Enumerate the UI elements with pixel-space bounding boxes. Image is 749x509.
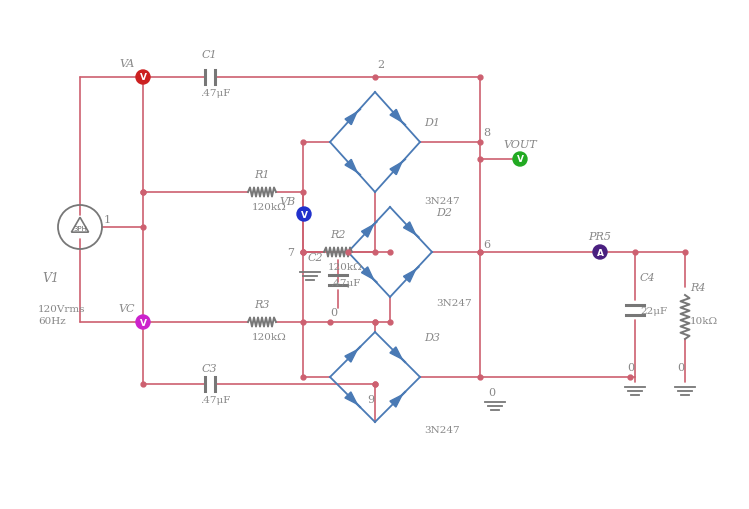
Text: R4: R4 bbox=[690, 282, 706, 293]
Text: R3: R3 bbox=[254, 299, 270, 309]
Text: 9: 9 bbox=[367, 394, 374, 404]
Polygon shape bbox=[345, 392, 357, 404]
Text: VC: VC bbox=[119, 303, 136, 314]
Text: PR5: PR5 bbox=[589, 232, 611, 242]
Text: 120kΩ: 120kΩ bbox=[252, 332, 287, 341]
Text: 22μF: 22μF bbox=[640, 306, 667, 315]
Polygon shape bbox=[390, 347, 402, 359]
Text: .47μF: .47μF bbox=[200, 395, 231, 405]
Circle shape bbox=[513, 153, 527, 166]
Text: 3N247: 3N247 bbox=[424, 426, 460, 435]
Polygon shape bbox=[404, 222, 416, 235]
Text: 1: 1 bbox=[104, 215, 111, 224]
Text: 8: 8 bbox=[483, 128, 490, 138]
Text: 0: 0 bbox=[330, 307, 337, 318]
Text: 3N247: 3N247 bbox=[436, 298, 472, 307]
Text: R2: R2 bbox=[330, 230, 345, 240]
Polygon shape bbox=[390, 395, 402, 407]
Text: R1: R1 bbox=[254, 169, 270, 180]
Text: V: V bbox=[517, 155, 524, 164]
Text: C3: C3 bbox=[202, 363, 218, 373]
Text: .47μF: .47μF bbox=[330, 278, 360, 287]
Circle shape bbox=[593, 245, 607, 260]
Polygon shape bbox=[345, 160, 357, 173]
Polygon shape bbox=[404, 270, 416, 282]
Text: VOUT: VOUT bbox=[503, 140, 537, 150]
Polygon shape bbox=[345, 113, 357, 125]
Text: 2: 2 bbox=[377, 60, 384, 70]
Polygon shape bbox=[390, 110, 402, 123]
Text: 7: 7 bbox=[287, 247, 294, 258]
Circle shape bbox=[136, 71, 150, 85]
Text: 120Vrms: 120Vrms bbox=[38, 305, 85, 314]
Text: V: V bbox=[139, 73, 147, 82]
Text: 120kΩ: 120kΩ bbox=[328, 262, 363, 271]
Text: D2: D2 bbox=[436, 208, 452, 217]
Text: V: V bbox=[139, 318, 147, 327]
Text: VA: VA bbox=[119, 59, 135, 69]
Text: 120kΩ: 120kΩ bbox=[252, 202, 287, 211]
Text: .47μF: .47μF bbox=[200, 89, 231, 98]
Polygon shape bbox=[362, 225, 374, 238]
Text: V1: V1 bbox=[42, 271, 59, 284]
Polygon shape bbox=[390, 163, 402, 175]
Text: C2: C2 bbox=[308, 252, 324, 263]
Text: 60Hz: 60Hz bbox=[38, 317, 66, 326]
Text: VB: VB bbox=[280, 196, 296, 207]
Polygon shape bbox=[345, 350, 357, 362]
Text: 0: 0 bbox=[488, 387, 495, 397]
Text: D3: D3 bbox=[424, 332, 440, 343]
Text: 0: 0 bbox=[627, 362, 634, 372]
Text: C4: C4 bbox=[640, 272, 655, 282]
Text: D1: D1 bbox=[424, 118, 440, 128]
Text: 0: 0 bbox=[677, 362, 684, 372]
Text: 10kΩ: 10kΩ bbox=[690, 316, 718, 325]
Circle shape bbox=[297, 208, 311, 221]
Text: 3N247: 3N247 bbox=[424, 196, 460, 205]
Polygon shape bbox=[362, 267, 374, 280]
Text: C1: C1 bbox=[202, 50, 218, 60]
Text: V: V bbox=[300, 210, 308, 219]
Text: 6: 6 bbox=[483, 240, 490, 249]
Circle shape bbox=[136, 316, 150, 329]
Text: 3PH: 3PH bbox=[73, 225, 87, 232]
Text: A: A bbox=[596, 248, 604, 257]
